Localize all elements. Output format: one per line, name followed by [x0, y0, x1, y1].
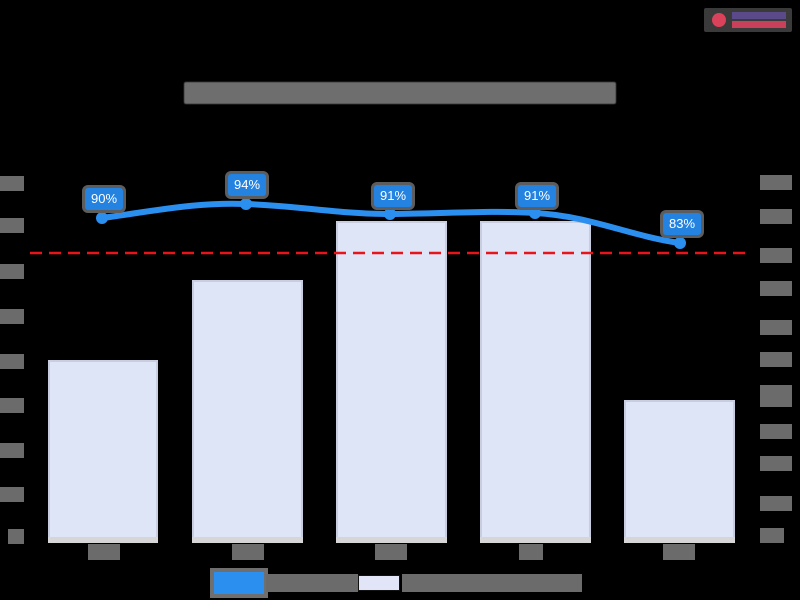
- right-y-tick: [760, 352, 792, 367]
- x-tick: [519, 544, 543, 560]
- line-point[interactable]: [96, 212, 108, 224]
- right-y-tick: [760, 248, 792, 263]
- right-y-tick: [760, 496, 792, 511]
- legend-line-swatch[interactable]: [214, 572, 264, 594]
- legend-bar-swatch[interactable]: [358, 575, 400, 591]
- x-tick: [375, 544, 407, 560]
- chart-title: [184, 82, 616, 104]
- legend-bar-label[interactable]: [402, 574, 582, 592]
- right-y-tick: [760, 320, 792, 335]
- right-y-tick: [760, 175, 792, 190]
- left-y-tick: [0, 264, 24, 279]
- bar-base: [48, 537, 158, 543]
- line-point[interactable]: [240, 198, 252, 210]
- line-point[interactable]: [384, 208, 396, 220]
- right-y-tick: [760, 424, 792, 439]
- logo-wordmark-bottom: [732, 21, 786, 28]
- left-y-tick: [0, 176, 24, 191]
- x-tick: [232, 544, 264, 560]
- x-tick: [663, 544, 695, 560]
- bar-3: [336, 221, 447, 537]
- right-y-tick: [760, 385, 792, 407]
- data-label: 91%: [518, 185, 557, 207]
- x-tick: [88, 544, 120, 560]
- bar-base: [624, 537, 735, 543]
- line-point[interactable]: [674, 237, 686, 249]
- data-label: 90%: [85, 188, 124, 210]
- bar-2: [192, 280, 303, 537]
- data-label: 94%: [228, 174, 267, 196]
- left-y-tick: [0, 487, 24, 502]
- right-y-tick: [760, 281, 792, 296]
- bar-base: [336, 537, 447, 543]
- bar-base: [480, 537, 591, 543]
- left-y-tick: [0, 443, 24, 458]
- brand-logo: [704, 8, 792, 32]
- bar-5: [624, 400, 735, 537]
- data-label: 83%: [663, 213, 702, 235]
- right-y-tick: [760, 209, 792, 224]
- left-y-tick: [0, 398, 24, 413]
- bar-4: [480, 221, 591, 537]
- bar-1: [48, 360, 158, 537]
- data-label: 91%: [374, 185, 413, 207]
- logo-wordmark-top: [732, 12, 786, 19]
- left-y-tick: [8, 529, 24, 544]
- legend-line-label[interactable]: [266, 574, 358, 592]
- right-y-tick: [760, 528, 784, 543]
- left-y-tick: [0, 354, 24, 369]
- left-y-tick: [0, 218, 24, 233]
- left-y-tick: [0, 309, 24, 324]
- bar-base: [192, 537, 303, 543]
- right-y-tick: [760, 456, 792, 471]
- legend: [208, 568, 583, 598]
- logo-mark-icon: [712, 13, 726, 27]
- line-point[interactable]: [529, 207, 541, 219]
